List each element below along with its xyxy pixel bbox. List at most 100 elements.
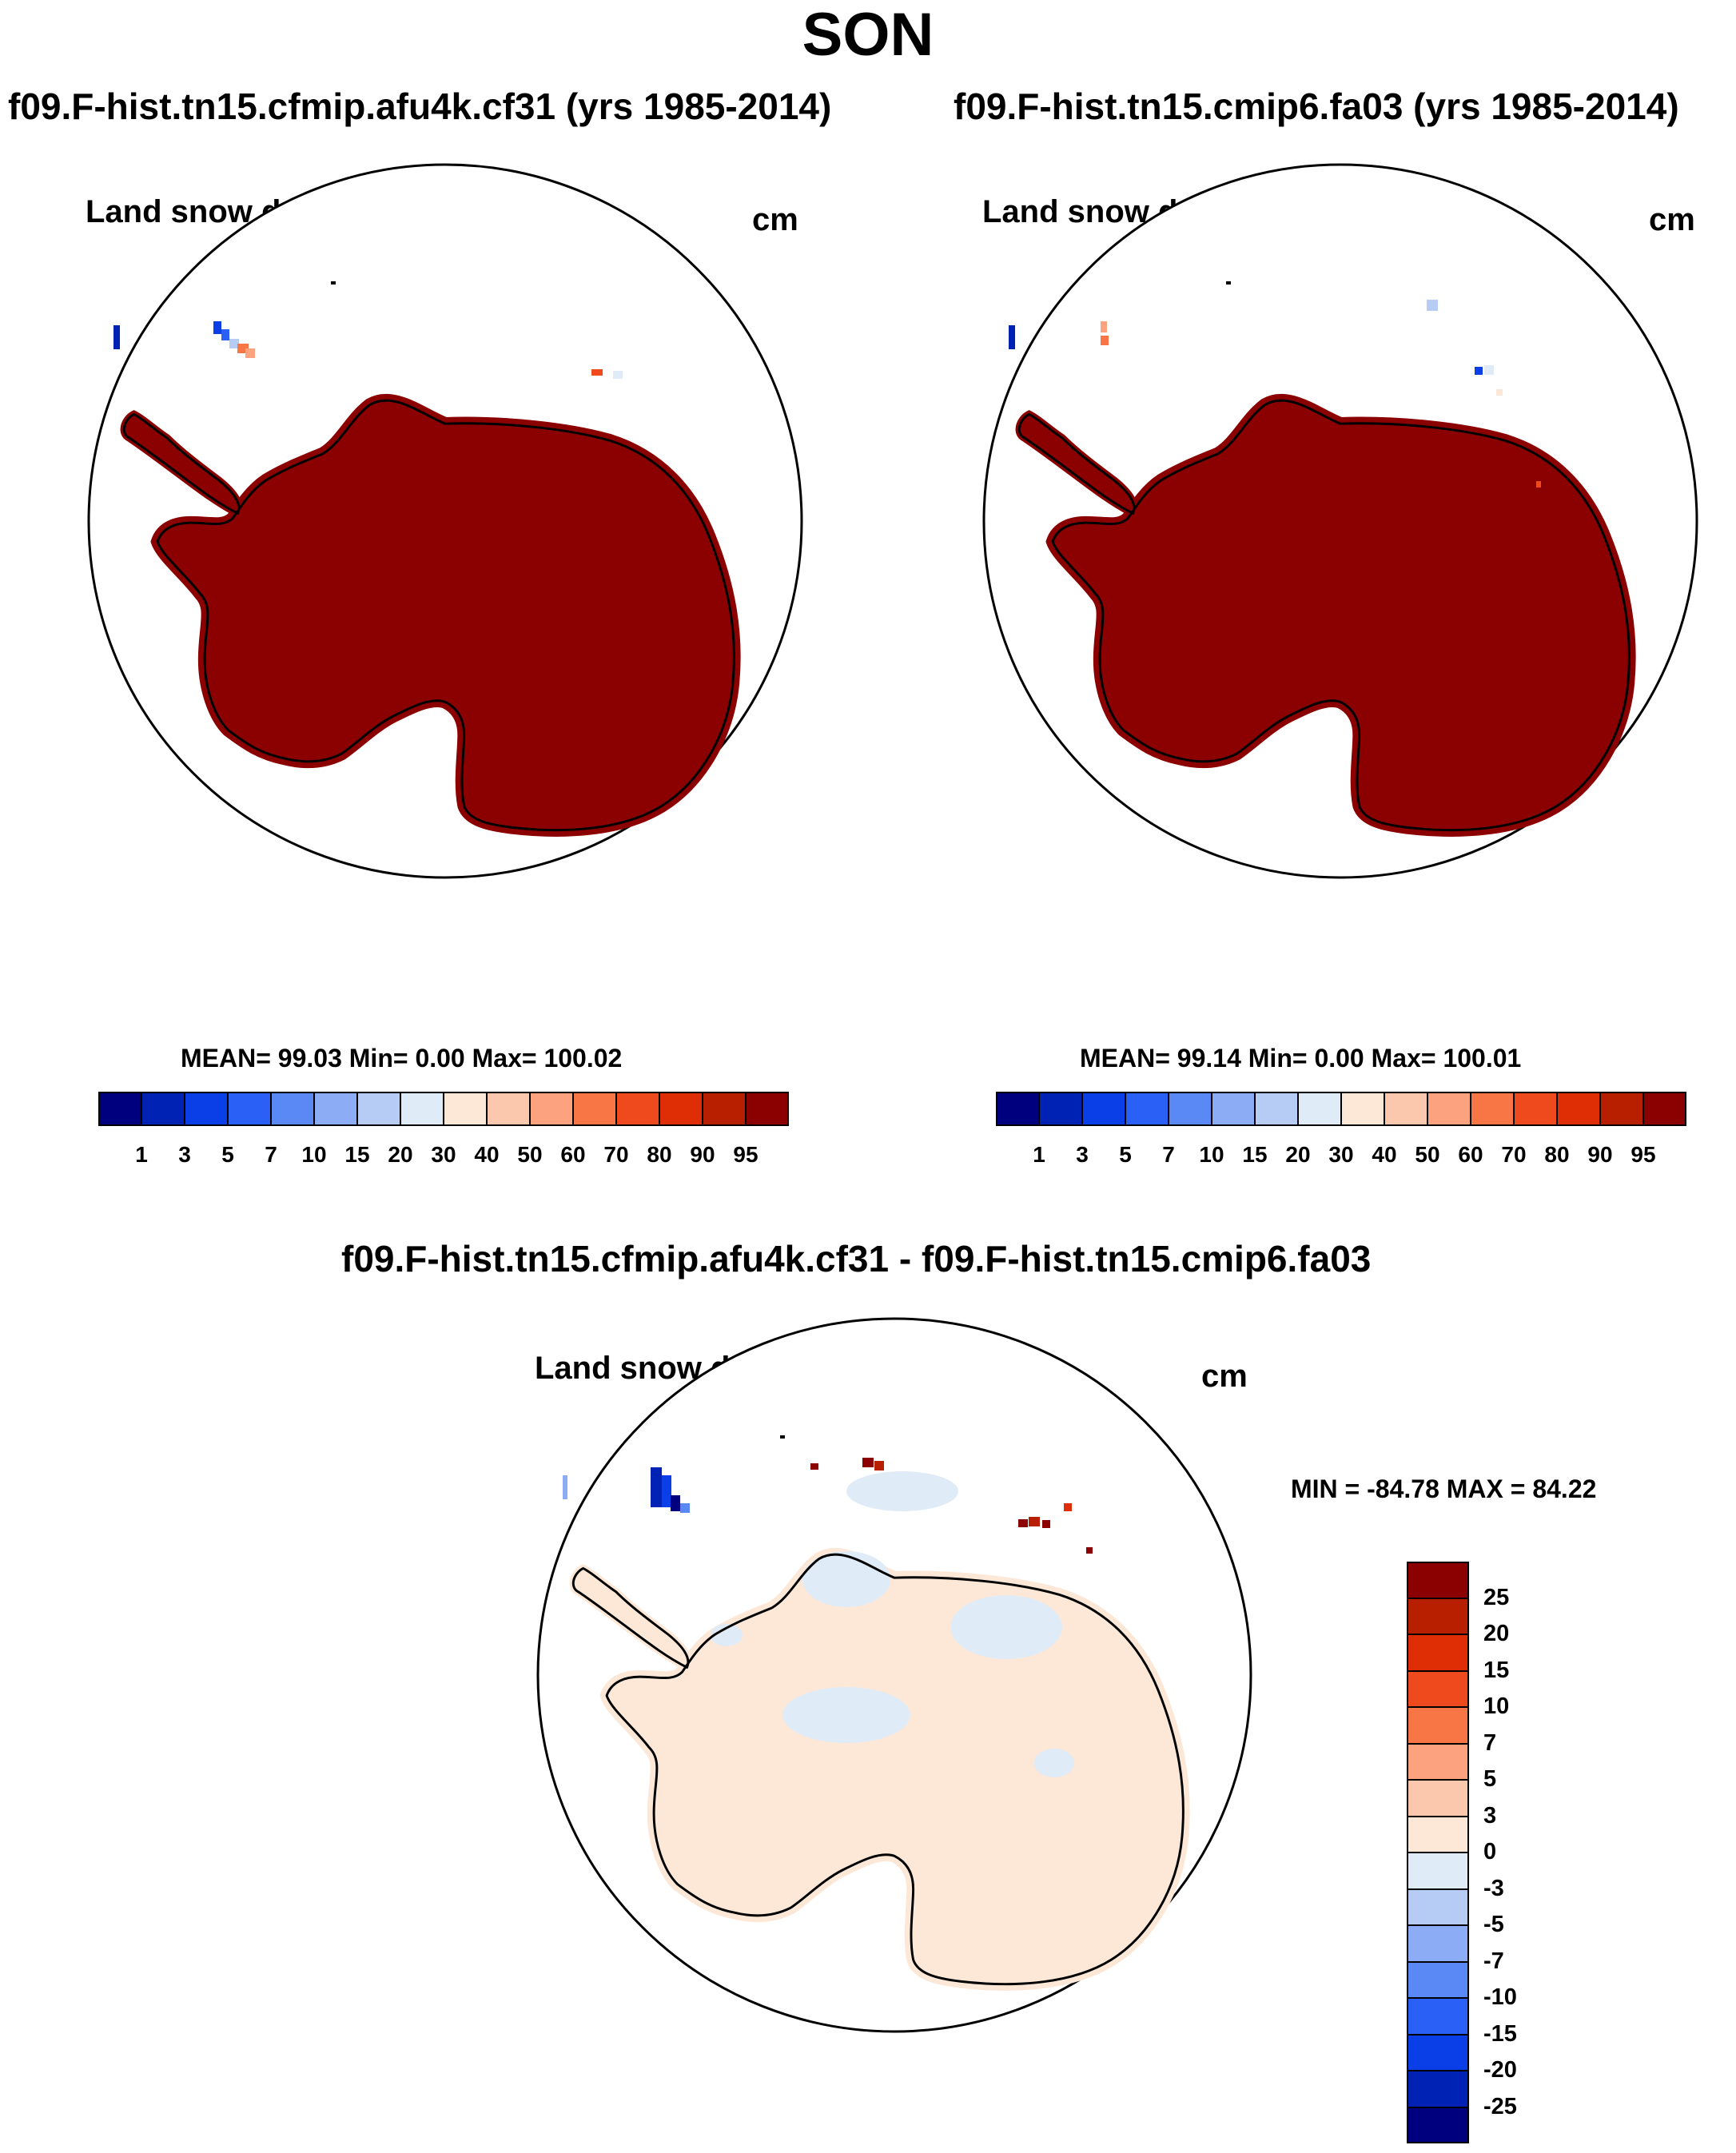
panel1-colorbar-tick-label: 20 [388, 1142, 413, 1167]
panel2-colorbar-tick-label: 20 [1285, 1142, 1311, 1167]
diff-colorbar-tick-label: -20 [1483, 2057, 1517, 2083]
diff-colorbar-swatch [1407, 1562, 1469, 1598]
diff-colorbar-tick-label: -10 [1483, 1984, 1517, 2010]
diff-colorbar [1407, 1562, 1469, 2143]
panel1-colorbar-swatch [228, 1092, 271, 1126]
panel1-colorbar-tick-label: 50 [517, 1142, 543, 1167]
diff-colorbar-tick-label: 25 [1483, 1584, 1510, 1610]
panel2-colorbar-tick-label: 95 [1630, 1142, 1656, 1167]
panel2-colorbar-tick-label: 90 [1587, 1142, 1613, 1167]
panel1-colorbar-swatch [357, 1092, 400, 1126]
panel2-colorbar-tick-label: 30 [1328, 1142, 1354, 1167]
panel1-units: cm [752, 202, 798, 237]
diff-colorbar-swatch [1407, 1998, 1469, 2035]
panel1-colorbar-tick-label: 80 [647, 1142, 672, 1167]
diff-colorbar-swatch [1407, 1707, 1469, 1744]
panel1-colorbar-tick-label: 1 [135, 1142, 148, 1167]
panel2-colorbar-swatch [1082, 1092, 1125, 1126]
panel1-colorbar-swatch [659, 1092, 703, 1126]
panel2-colorbar-swatch [1643, 1092, 1686, 1126]
panel1-colorbar-tick-label: 70 [603, 1142, 629, 1167]
panel2-colorbar-swatch [1600, 1092, 1643, 1126]
panel1-colorbar-swatch [141, 1092, 185, 1126]
panel2-colorbar-swatch [1169, 1092, 1212, 1126]
panel2-colorbar-tick-label: 40 [1372, 1142, 1397, 1167]
panel1-colorbar-swatch [185, 1092, 228, 1126]
panel1-colorbar-swatch [400, 1092, 444, 1126]
diff-colorbar-tick-label: -5 [1483, 1912, 1504, 1937]
panel2-case-title: f09.F-hist.tn15.cmip6.fa03 (yrs 1985-201… [954, 86, 1679, 127]
diff-colorbar-tick-label: 5 [1483, 1766, 1497, 1792]
diff-colorbar-tick-label: 7 [1483, 1729, 1497, 1756]
diff-colorbar-swatch [1407, 1925, 1469, 1962]
diff-colorbar-swatch [1407, 1816, 1469, 1853]
panel2-colorbar [996, 1092, 1686, 1126]
panel2-colorbar-swatch [1384, 1092, 1427, 1126]
panel1-colorbar-tick-label: 5 [221, 1142, 234, 1167]
panel2-colorbar-tick-label: 5 [1119, 1142, 1132, 1167]
diff-colorbar-swatch [1407, 1853, 1469, 1889]
diff-colorbar-tick-label: -15 [1483, 2020, 1517, 2047]
diff-colorbar-tick-label: 3 [1483, 1802, 1497, 1829]
diff-units: cm [1201, 1359, 1248, 1394]
panel1-colorbar-swatch [98, 1092, 141, 1126]
panel2-colorbar-tick-label: 7 [1162, 1142, 1175, 1167]
diff-colorbar-tick-label: -25 [1483, 2093, 1517, 2119]
panel2-colorbar-swatch [1212, 1092, 1255, 1126]
panel1-colorbar-swatch [444, 1092, 487, 1126]
panel1-map [87, 163, 803, 879]
diff-colorbar-tick-label: -3 [1483, 1875, 1504, 1901]
panel2-colorbar-swatch [996, 1092, 1039, 1126]
panel2-colorbar-tick-label: 3 [1076, 1142, 1089, 1167]
diff-colorbar-swatch [1407, 1888, 1469, 1925]
diff-colorbar-tick-label: 10 [1483, 1693, 1510, 1719]
panel2-colorbar-tick-label: 50 [1415, 1142, 1440, 1167]
panel1-colorbar-tick-label: 60 [560, 1142, 586, 1167]
diff-colorbar-swatch [1407, 1598, 1469, 1634]
panel2-colorbar-tick-label: 80 [1544, 1142, 1570, 1167]
panel2-stats: MEAN= 99.14 Min= 0.00 Max= 100.01 [1080, 1044, 1522, 1073]
panel2-colorbar-swatch [1341, 1092, 1384, 1126]
panel1-colorbar-tick-label: 10 [301, 1142, 327, 1167]
panel1-colorbar-tick-label: 95 [733, 1142, 759, 1167]
panel1-colorbar-swatch [616, 1092, 659, 1126]
panel1-colorbar-tick-label: 3 [178, 1142, 191, 1167]
panel2-colorbar-tick-label: 70 [1501, 1142, 1527, 1167]
panel2-colorbar-tick-label: 60 [1458, 1142, 1483, 1167]
main-title: SON [802, 1, 934, 69]
panel1-colorbar [98, 1092, 789, 1126]
diff-colorbar-swatch [1407, 1961, 1469, 1998]
panel1-colorbar-tick-label: 90 [690, 1142, 715, 1167]
panel1-colorbar-tick-label: 30 [431, 1142, 456, 1167]
panel2-colorbar-swatch [1298, 1092, 1341, 1126]
panel1-colorbar-tick-label: 7 [265, 1142, 277, 1167]
panel2-colorbar-tick-label: 10 [1199, 1142, 1224, 1167]
panel2-colorbar-tick-label: 15 [1242, 1142, 1268, 1167]
panel1-colorbar-swatch [487, 1092, 530, 1126]
diff-colorbar-swatch [1407, 1743, 1469, 1780]
panel1-colorbar-swatch [573, 1092, 616, 1126]
diff-colorbar-tick-label: -7 [1483, 1948, 1504, 1974]
panel1-case-title: f09.F-hist.tn15.cfmip.afu4k.cf31 (yrs 19… [8, 86, 832, 127]
diff-min-max: MIN = -84.78 MAX = 84.22 [1291, 1474, 1597, 1503]
diff-map [536, 1317, 1252, 2033]
panel2-colorbar-swatch [1039, 1092, 1082, 1126]
panel2-colorbar-tick-label: 1 [1033, 1142, 1045, 1167]
diff-case-title: f09.F-hist.tn15.cfmip.afu4k.cf31 - f09.F… [341, 1238, 1372, 1279]
diff-colorbar-tick-label: 20 [1483, 1621, 1510, 1646]
diff-colorbar-swatch [1407, 1670, 1469, 1707]
diff-colorbar-swatch [1407, 1780, 1469, 1817]
panel2-colorbar-swatch [1557, 1092, 1600, 1126]
panel1-stats: MEAN= 99.03 Min= 0.00 Max= 100.02 [181, 1044, 623, 1073]
diff-colorbar-tick-label: 0 [1483, 1839, 1497, 1864]
panel1-colorbar-swatch [314, 1092, 357, 1126]
panel2-colorbar-swatch [1125, 1092, 1169, 1126]
panel1-colorbar-swatch [703, 1092, 746, 1126]
panel1-colorbar-tick-label: 15 [344, 1142, 370, 1167]
panel1-colorbar-swatch [746, 1092, 789, 1126]
panel1-colorbar-swatch [271, 1092, 314, 1126]
panel2-map [982, 163, 1698, 879]
panel2-colorbar-swatch [1471, 1092, 1514, 1126]
panel2-colorbar-swatch [1255, 1092, 1298, 1126]
